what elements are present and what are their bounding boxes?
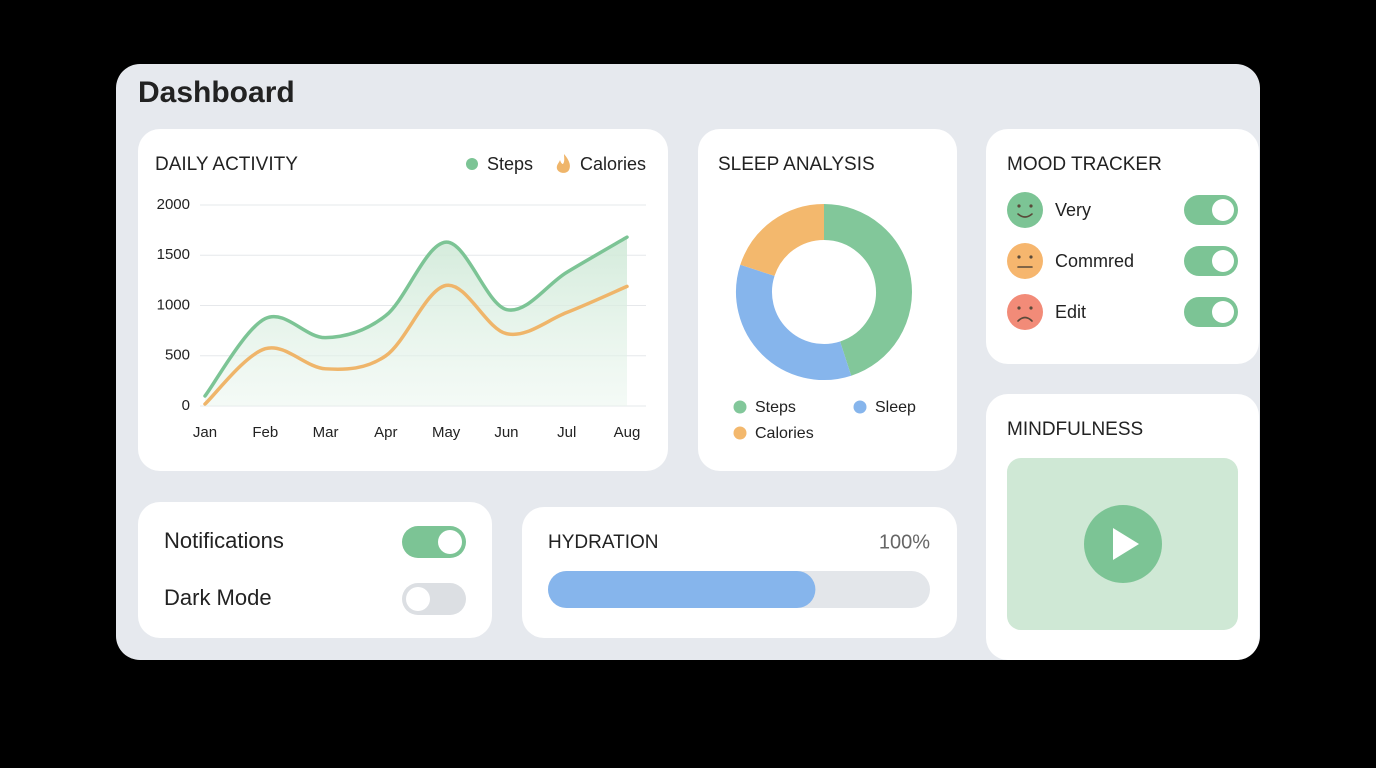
dashboard-title: Dashboard <box>138 76 295 109</box>
x-tick-label: Apr <box>374 424 397 441</box>
setting-label: Notifications <box>164 528 284 553</box>
donut-segment <box>740 204 825 277</box>
mood-face <box>1007 192 1043 228</box>
x-tick-label: Jun <box>494 424 518 441</box>
setting-label: Dark Mode <box>164 585 272 610</box>
face-eye <box>1017 255 1021 259</box>
toggle-knob <box>438 530 462 554</box>
y-tick-label: 1500 <box>157 246 190 263</box>
play-icon <box>1113 528 1139 560</box>
mood-label: Very <box>1055 200 1091 220</box>
face-eye <box>1029 306 1033 310</box>
series-line <box>203 283 629 406</box>
y-tick-label: 0 <box>182 397 190 414</box>
face-mouth <box>1017 213 1033 218</box>
legend-label: Sleep <box>875 399 916 416</box>
mood-title: MOOD TRACKER <box>1007 154 1162 175</box>
mood-face <box>1007 243 1043 279</box>
settings-card <box>138 502 492 638</box>
toggle-knob <box>406 587 430 611</box>
mindfulness-title: MINDFULNESS <box>1007 419 1143 440</box>
mood-label: Edit <box>1055 302 1086 322</box>
hydration-title: HYDRATION <box>548 532 658 553</box>
face-eye <box>1017 204 1021 208</box>
donut-segment <box>823 204 912 376</box>
progress-fill <box>548 571 816 608</box>
donut-segment <box>736 264 852 380</box>
activity-title: DAILY ACTIVITY <box>155 154 298 175</box>
sleep-card <box>698 129 957 471</box>
series-line <box>203 235 629 398</box>
legend-swatch <box>853 400 867 414</box>
legend-label: Steps <box>487 154 533 174</box>
legend-swatch <box>466 158 478 170</box>
y-tick-label: 1000 <box>157 296 190 313</box>
x-tick-label: Feb <box>252 424 278 441</box>
x-tick-label: Aug <box>614 424 641 441</box>
x-tick-label: Mar <box>313 424 339 441</box>
legend-label: Calories <box>755 425 814 442</box>
mood-face <box>1007 294 1043 330</box>
y-tick-label: 2000 <box>157 196 190 213</box>
x-tick-label: Jan <box>193 424 217 441</box>
legend-swatch <box>733 400 747 414</box>
legend-swatch <box>733 426 747 440</box>
legend-swatch <box>556 154 570 173</box>
y-tick-label: 500 <box>165 347 190 364</box>
legend-label: Calories <box>580 154 646 174</box>
mood-label: Commred <box>1055 251 1134 271</box>
face-eye <box>1017 306 1021 310</box>
toggle-knob <box>1212 250 1234 272</box>
face-mouth <box>1017 316 1033 322</box>
x-tick-label: May <box>432 424 461 441</box>
sleep-title: SLEEP ANALYSIS <box>718 154 875 175</box>
toggle-knob <box>1212 199 1234 221</box>
x-tick-label: Jul <box>557 424 576 441</box>
toggle-knob <box>1212 301 1234 323</box>
legend-label: Steps <box>755 399 796 416</box>
face-eye <box>1029 204 1033 208</box>
face-eye <box>1029 255 1033 259</box>
hydration-label: 100% <box>879 531 930 553</box>
